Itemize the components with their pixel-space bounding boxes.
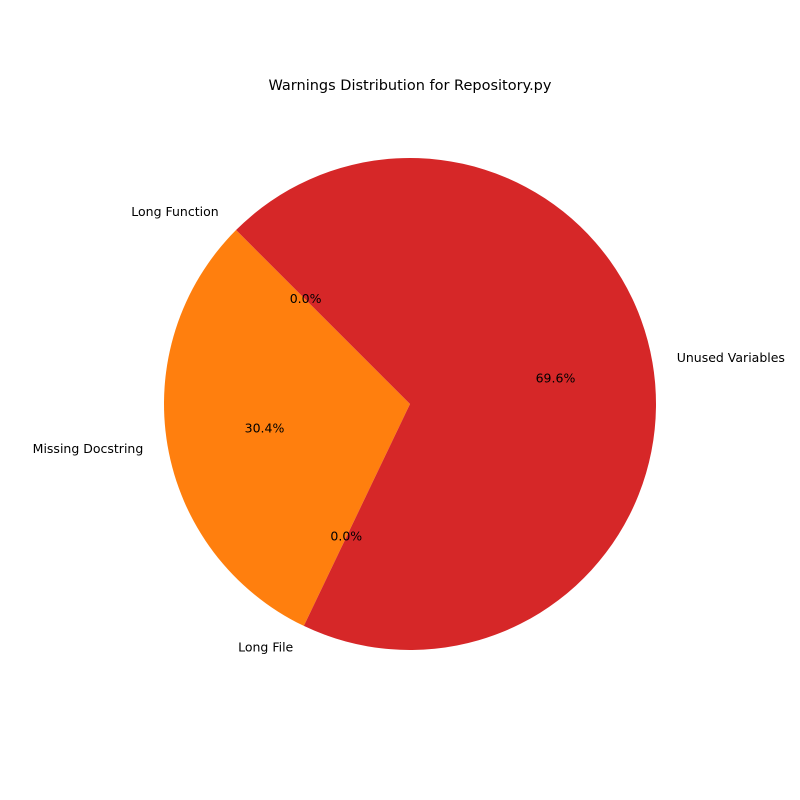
label-unused-variables: Unused Variables	[677, 350, 785, 365]
pct-label-missing-docstring: 30.4%	[245, 420, 285, 435]
slice-missing-docstring	[163, 230, 410, 626]
label-long-function: Long Function	[131, 204, 218, 219]
pct-label-long-function: 0.0%	[290, 291, 322, 306]
label-missing-docstring: Missing Docstring	[33, 441, 144, 456]
label-long-file: Long File	[238, 640, 293, 655]
pct-label-unused-variables: 69.6%	[536, 371, 576, 386]
pie-slices	[163, 158, 656, 650]
chart-title: Warnings Distribution for Repository.py	[269, 78, 552, 94]
pie-labels: Long Function 0.0% Missing Docstring 30.4% L…	[33, 204, 785, 654]
pct-label-long-file: 0.0%	[330, 529, 362, 544]
slice-unused-variables	[236, 158, 656, 650]
